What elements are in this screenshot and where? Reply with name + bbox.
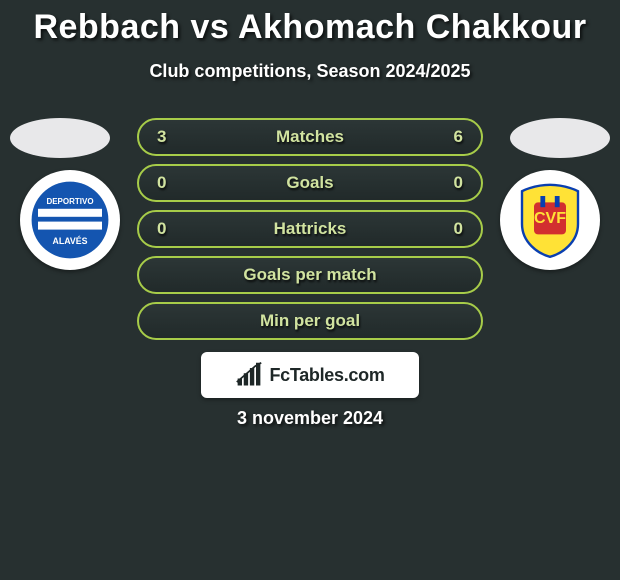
stat-label: Goals [139, 173, 481, 193]
svg-text:DEPORTIVO: DEPORTIVO [46, 197, 93, 206]
stat-pill-goals: 0 Goals 0 [137, 164, 483, 202]
stat-pill-goals-per-match: Goals per match [137, 256, 483, 294]
date-label: 3 november 2024 [0, 408, 620, 429]
bar-chart-icon [235, 362, 263, 388]
svg-text:ALAVÉS: ALAVÉS [52, 236, 87, 246]
alaves-crest-icon: DEPORTIVO ALAVÉS [30, 180, 110, 260]
stat-right-value: 0 [454, 219, 463, 239]
stat-pill-min-per-goal: Min per goal [137, 302, 483, 340]
stat-left-value: 0 [157, 173, 166, 193]
stat-label: Goals per match [139, 265, 481, 285]
page-subtitle: Club competitions, Season 2024/2025 [0, 61, 620, 82]
stat-left-value: 0 [157, 219, 166, 239]
villarreal-crest-icon: CVF [510, 180, 590, 260]
stat-label: Matches [139, 127, 481, 147]
brand-label: FcTables.com [269, 365, 384, 386]
stat-label: Min per goal [139, 311, 481, 331]
brand-badge: FcTables.com [201, 352, 419, 398]
stat-pill-hattricks: 0 Hattricks 0 [137, 210, 483, 248]
stat-pill-stack: 3 Matches 6 0 Goals 0 0 Hattricks 0 Goal… [137, 118, 483, 348]
stat-label: Hattricks [139, 219, 481, 239]
stat-pill-matches: 3 Matches 6 [137, 118, 483, 156]
page-title: Rebbach vs Akhomach Chakkour [0, 0, 620, 47]
player-silhouette-right [510, 118, 610, 158]
stat-left-value: 3 [157, 127, 166, 147]
team-crest-left: DEPORTIVO ALAVÉS [20, 170, 120, 270]
player-silhouette-left [10, 118, 110, 158]
team-crest-right: CVF [500, 170, 600, 270]
stat-right-value: 0 [454, 173, 463, 193]
svg-text:CVF: CVF [534, 210, 566, 227]
stat-right-value: 6 [454, 127, 463, 147]
